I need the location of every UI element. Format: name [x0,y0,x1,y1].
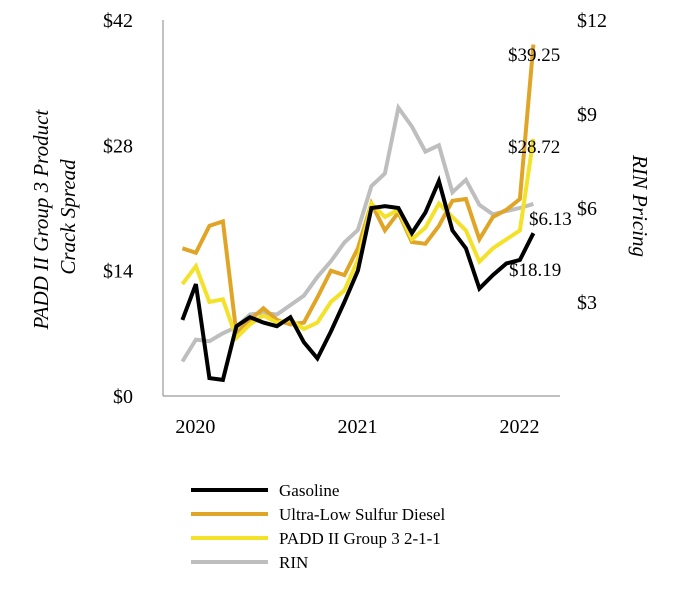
ultra-low-sulfur-diesel-line [181,44,536,338]
left-axis-title-line2: Crack Spread [56,159,80,275]
x-tick-label: 2020 [175,416,215,438]
series-lines [180,44,536,383]
left-y-tick-label: $14 [103,261,133,283]
left-y-tick-label: $0 [113,386,133,408]
legend-label: Gasoline [279,481,339,500]
ultra-low-sulfur-diesel-end-label: $39.25 [508,45,560,66]
legend-label: PADD II Group 3 2-1-1 [279,529,441,548]
left-axis-title: PADD II Group 3 Product Crack Spread [29,105,80,331]
left-axis-title-line1: PADD II Group 3 Product [29,109,53,331]
right-axis-title: RIN Pricing [628,154,652,257]
gasoline-line [180,175,536,383]
right-y-tick-label: $6 [577,198,597,220]
right-y-tick-label: $9 [577,104,597,126]
end-labels: $18.19 $39.25 $28.72 $6.13 [508,45,572,281]
left-y-tick-label: $28 [103,135,133,157]
legend-label: RIN [279,553,308,572]
axes [162,20,560,397]
right-y-tick-label: $3 [577,292,597,314]
x-tick-label: 2021 [337,416,377,438]
left-y-tick-label: $42 [103,10,133,32]
padd-ii-group-3-2-1-1-line [180,138,536,342]
right-y-tick-labels: $3 $6 $9 $12 [577,10,607,314]
x-tick-labels: 2020 2021 2022 [175,416,539,438]
legend-label: Ultra-Low Sulfur Diesel [279,505,445,524]
x-tick-label: 2022 [499,416,539,438]
gasoline-end-label: $18.19 [509,260,561,281]
legend: Gasoline Ultra-Low Sulfur Diesel PADD II G… [191,481,445,572]
rin-end-label: $6.13 [529,209,572,230]
padd-ii-group-3-2-1-1-end-label: $28.72 [508,137,560,158]
right-y-tick-label: $12 [577,10,607,32]
left-y-tick-labels: $0 $14 $28 $42 [103,10,133,408]
